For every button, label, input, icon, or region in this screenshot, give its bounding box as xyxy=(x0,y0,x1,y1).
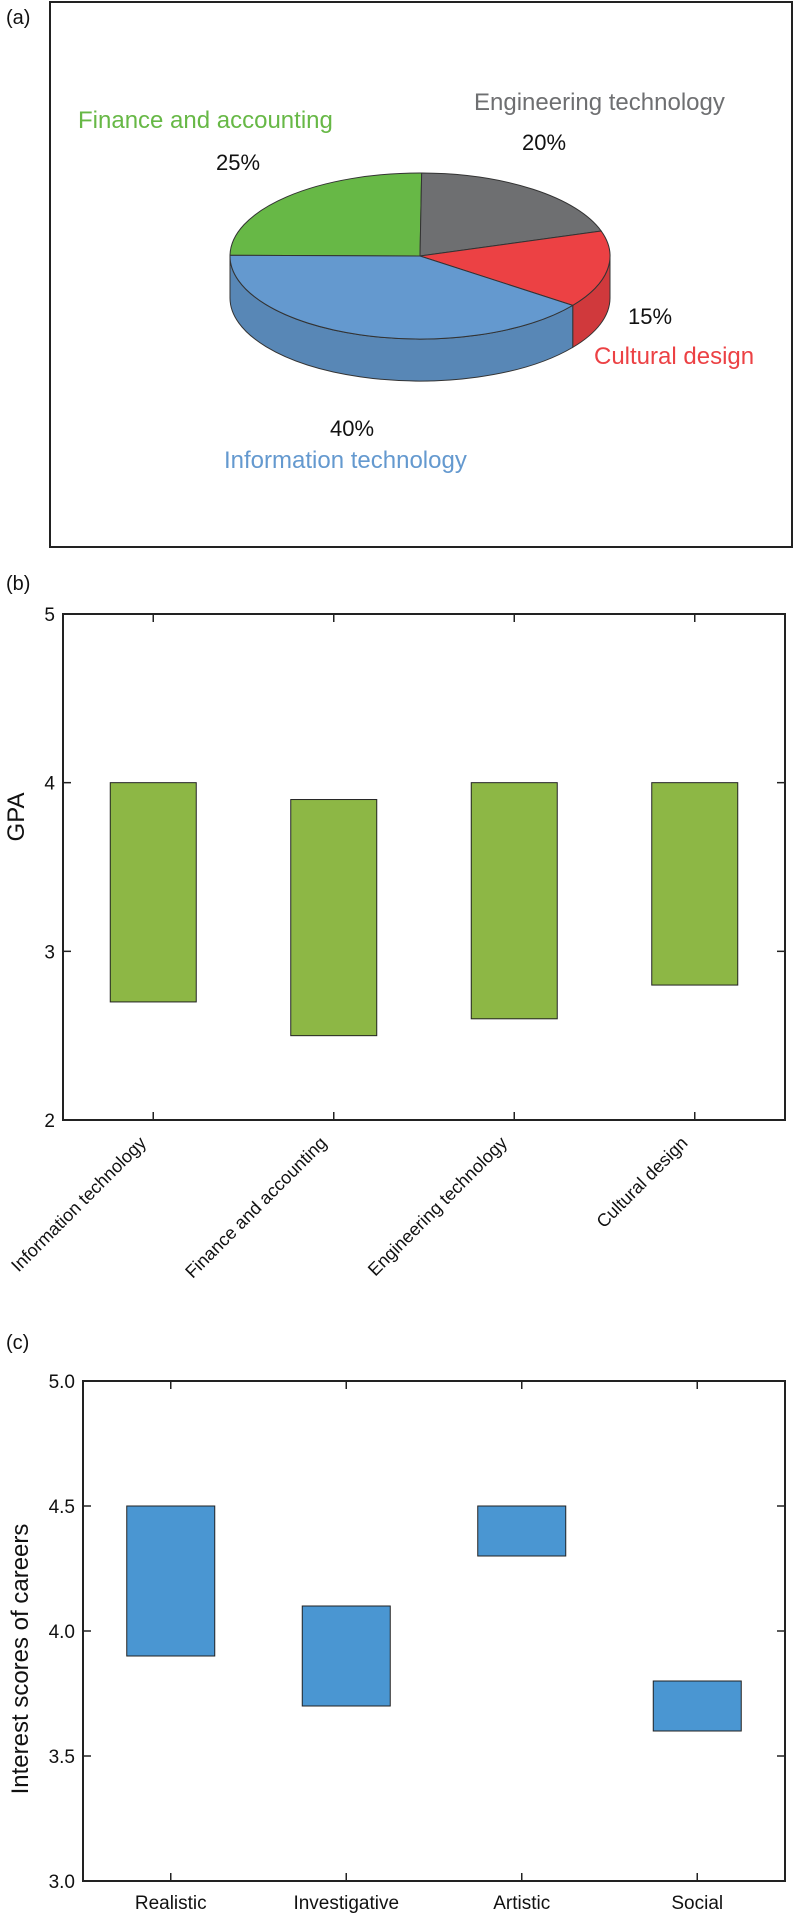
int-ytick-label: 4.0 xyxy=(49,1622,75,1643)
slice-label-finance: Finance and accounting xyxy=(78,107,333,134)
gpa-category-label-cultural-design: Cultural design xyxy=(593,1133,692,1232)
int-category-label-artistic: Artistic xyxy=(493,1893,550,1914)
interest-chart: (c) Interest scores of careers 3.0 3.5 4.0… xyxy=(6,1332,786,1914)
panel-label-a: (a) xyxy=(6,7,30,29)
int-ytick-label: 3.5 xyxy=(49,1747,75,1768)
gpa-bar-cultural-design xyxy=(651,782,739,986)
gpa-plot-frame xyxy=(62,613,786,1121)
pie-chart: (a) Finance and accounting 25% Engineeri… xyxy=(6,1,793,548)
gpa-ytick-label: 4 xyxy=(44,774,55,795)
interest-axis-title: Interest scores of careers xyxy=(7,1524,34,1795)
pie-frame xyxy=(49,1,793,548)
gpa-category-label-engineering-technology: Engineering technology xyxy=(364,1133,511,1280)
slice-label-information: Information technology xyxy=(224,447,467,474)
int-bar-artistic xyxy=(477,1505,567,1557)
gpa-category-label-information-technology: Information technology xyxy=(7,1133,150,1276)
pie-slice-finance-and-accounting xyxy=(229,172,423,257)
interest-plot-frame xyxy=(82,1380,786,1882)
int-ytick-label: 5.0 xyxy=(49,1372,75,1393)
int-bar-realistic xyxy=(126,1505,216,1657)
pie-slice-cultural-design xyxy=(419,230,611,306)
slice-label-engineering: Engineering technology xyxy=(474,89,725,116)
gpa-bar-information-technology xyxy=(109,782,197,1003)
int-ytick-label: 3.0 xyxy=(49,1872,75,1893)
slice-percent-cultural: 15% xyxy=(628,304,672,329)
pie-slice-information-technology xyxy=(229,254,574,340)
int-bar-social xyxy=(652,1680,742,1732)
panel-label-c: (c) xyxy=(6,1332,29,1354)
slice-percent-engineering: 20% xyxy=(522,130,566,155)
gpa-ytick-label: 5 xyxy=(44,605,55,626)
gpa-bar-finance-and-accounting xyxy=(290,799,378,1037)
panel-label-b: (b) xyxy=(6,573,30,595)
int-bar-investigative xyxy=(301,1605,391,1707)
int-category-label-realistic: Realistic xyxy=(135,1893,207,1914)
slice-label-cultural: Cultural design xyxy=(594,343,754,370)
gpa-ytick-label: 3 xyxy=(44,942,55,963)
gpa-category-label-finance-and-accounting: Finance and accounting xyxy=(181,1133,330,1282)
slice-percent-finance: 25% xyxy=(216,150,260,175)
pie-slice-engineering-technology xyxy=(419,172,603,257)
gpa-bar-engineering-technology xyxy=(470,782,558,1020)
int-ytick-label: 4.5 xyxy=(49,1497,75,1518)
gpa-chart: (b) GPA 2 3 4 5 Information technology Finan… xyxy=(3,573,786,1282)
gpa-axis-title: GPA xyxy=(3,793,30,842)
int-category-label-investigative: Investigative xyxy=(293,1893,399,1914)
slice-percent-information: 40% xyxy=(330,416,374,441)
gpa-ytick-label: 2 xyxy=(44,1111,55,1132)
int-category-label-social: Social xyxy=(671,1893,723,1914)
